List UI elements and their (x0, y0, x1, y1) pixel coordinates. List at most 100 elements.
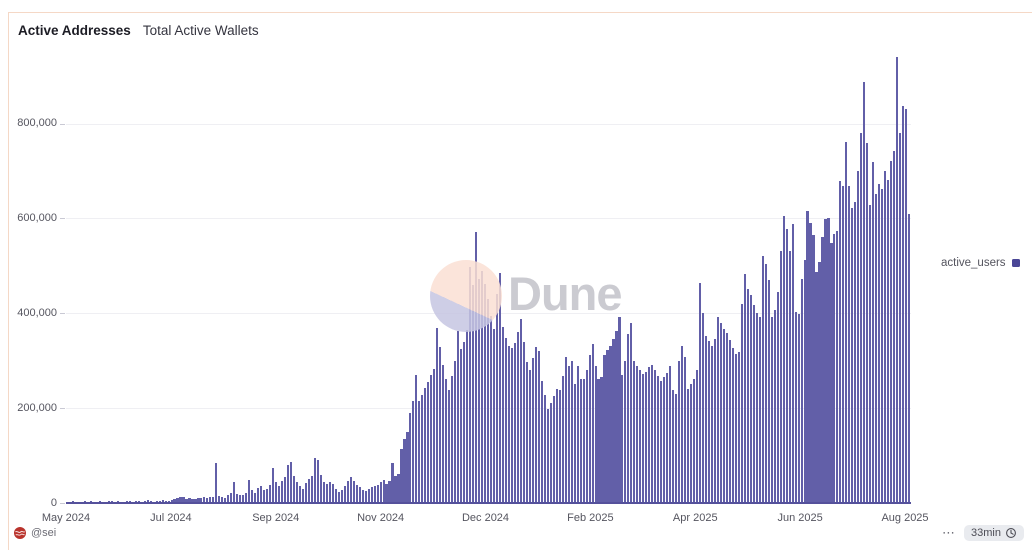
bar[interactable] (863, 82, 866, 503)
bar[interactable] (690, 383, 693, 503)
plot-area[interactable] (66, 43, 911, 504)
bar[interactable] (899, 133, 902, 503)
bar[interactable] (788, 250, 791, 503)
bar[interactable] (433, 369, 436, 503)
bar[interactable] (481, 270, 484, 503)
footer-author[interactable]: @sei (14, 527, 56, 539)
bar[interactable] (779, 251, 782, 503)
bar[interactable] (397, 473, 400, 503)
bar[interactable] (851, 208, 854, 503)
bar[interactable] (555, 389, 558, 503)
bar[interactable] (484, 283, 487, 503)
bar[interactable] (507, 345, 511, 503)
bar[interactable] (588, 355, 591, 503)
bar[interactable] (881, 189, 884, 503)
bar[interactable] (803, 260, 806, 503)
bar[interactable] (170, 500, 173, 503)
bar[interactable] (376, 485, 379, 503)
bar[interactable] (194, 498, 197, 503)
bar[interactable] (600, 376, 603, 503)
bar[interactable] (218, 496, 221, 503)
bar[interactable] (800, 279, 803, 503)
bar[interactable] (478, 279, 481, 503)
bar[interactable] (603, 355, 606, 503)
bar[interactable] (884, 171, 887, 503)
bar[interactable] (878, 184, 881, 503)
bar[interactable] (830, 243, 833, 503)
bar[interactable] (558, 390, 561, 503)
bar[interactable] (839, 180, 842, 503)
bar[interactable] (188, 498, 191, 503)
bar[interactable] (770, 317, 773, 503)
legend-item-active-users[interactable]: active_users (941, 257, 1020, 269)
bar[interactable] (343, 485, 346, 503)
bar[interactable] (531, 358, 534, 503)
bar[interactable] (672, 390, 675, 503)
bar[interactable] (457, 330, 460, 503)
bar[interactable] (278, 486, 281, 503)
bar[interactable] (221, 497, 224, 503)
bar[interactable] (331, 484, 334, 503)
bar[interactable] (349, 476, 352, 503)
bar[interactable] (224, 497, 227, 503)
bar[interactable] (833, 233, 836, 503)
bar[interactable] (743, 274, 746, 503)
bar[interactable] (887, 179, 890, 503)
bar[interactable] (701, 313, 705, 503)
bar[interactable] (382, 480, 385, 503)
bar[interactable] (537, 351, 540, 503)
bar[interactable] (373, 485, 376, 503)
bar[interactable] (280, 481, 284, 503)
bar[interactable] (427, 381, 430, 503)
bar[interactable] (645, 371, 648, 503)
bar[interactable] (337, 491, 340, 503)
bar[interactable] (908, 213, 911, 503)
bar[interactable] (725, 333, 728, 503)
bar[interactable] (737, 352, 740, 503)
bar[interactable] (684, 356, 687, 503)
bar[interactable] (636, 365, 639, 503)
bar[interactable] (642, 374, 645, 503)
bar[interactable] (654, 370, 657, 503)
bar[interactable] (191, 499, 194, 503)
bar[interactable] (358, 487, 361, 503)
bar[interactable] (854, 202, 857, 503)
bar[interactable] (254, 492, 257, 503)
bar[interactable] (618, 317, 621, 503)
bar[interactable] (460, 348, 463, 503)
bar[interactable] (767, 280, 770, 503)
bar[interactable] (806, 210, 809, 503)
bar[interactable] (334, 488, 337, 503)
bar[interactable] (301, 488, 304, 503)
bar[interactable] (615, 331, 618, 503)
bar[interactable] (546, 409, 549, 503)
bar[interactable] (230, 492, 233, 503)
bar[interactable] (794, 312, 797, 503)
bar[interactable] (448, 390, 451, 503)
bar[interactable] (606, 350, 609, 503)
bar[interactable] (630, 322, 633, 503)
bar[interactable] (215, 462, 218, 503)
bar[interactable] (624, 360, 627, 503)
bar[interactable] (710, 346, 714, 503)
bar[interactable] (594, 365, 597, 503)
bar[interactable] (212, 497, 215, 503)
bar[interactable] (269, 485, 272, 503)
bar[interactable] (552, 396, 555, 503)
bar[interactable] (875, 193, 878, 503)
bar[interactable] (669, 366, 672, 503)
bar[interactable] (773, 309, 776, 503)
bar[interactable] (286, 465, 290, 503)
bar[interactable] (340, 490, 343, 503)
bar[interactable] (761, 255, 764, 503)
bar[interactable] (409, 412, 412, 503)
bar[interactable] (785, 228, 788, 503)
bar[interactable] (418, 401, 421, 503)
bar[interactable] (681, 346, 684, 503)
bar[interactable] (573, 383, 576, 503)
bar[interactable] (475, 232, 478, 503)
bar[interactable] (298, 485, 302, 503)
bar[interactable] (776, 291, 779, 503)
bar[interactable] (582, 378, 585, 503)
bar[interactable] (872, 161, 875, 503)
